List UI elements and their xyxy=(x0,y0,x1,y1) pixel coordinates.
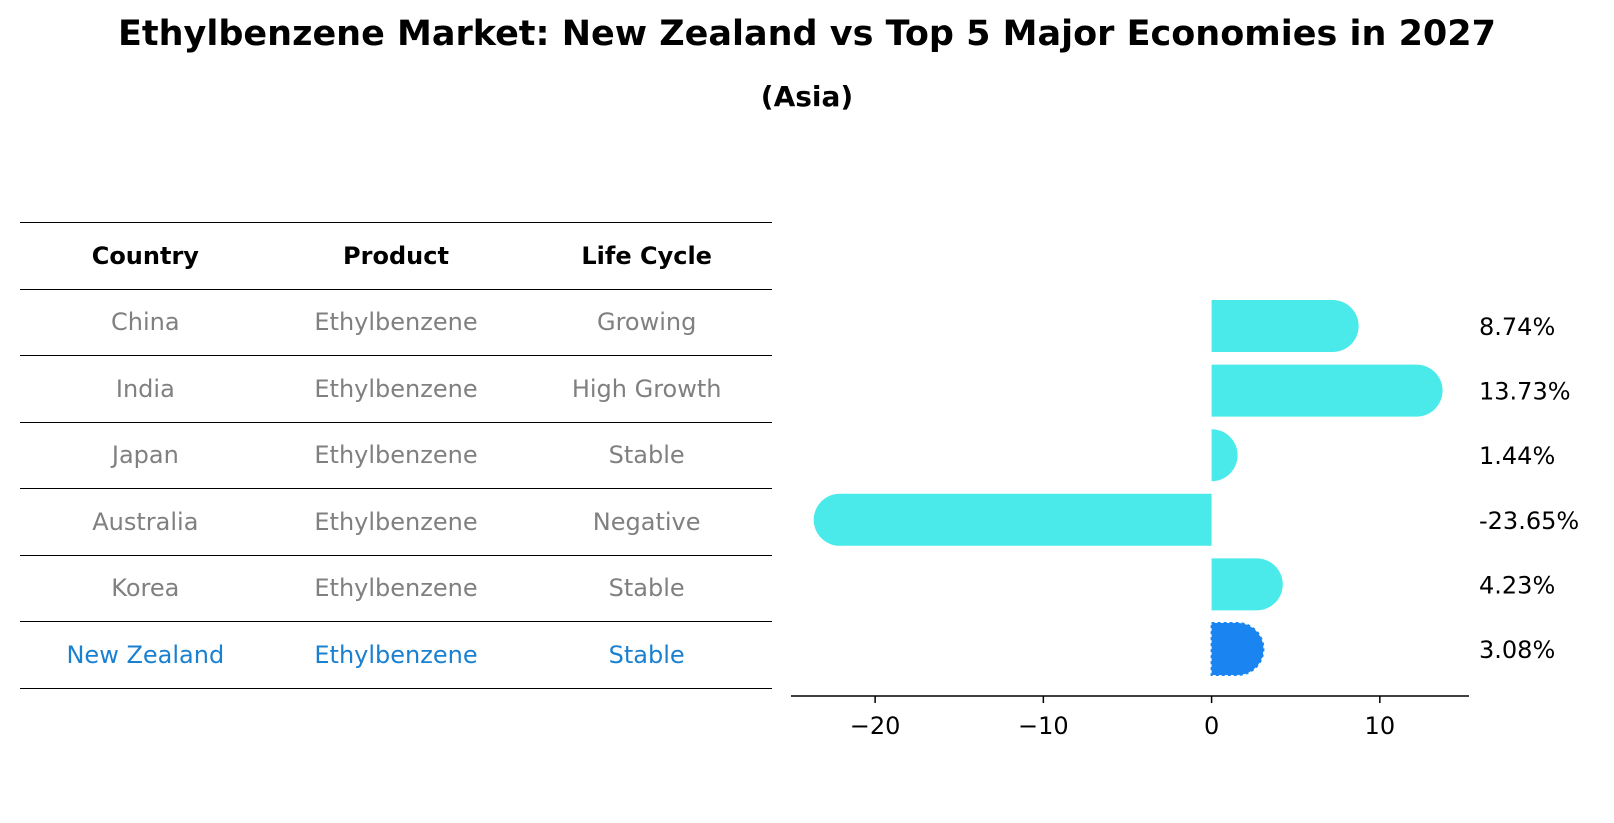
table-row: Australia Ethylbenzene Negative xyxy=(20,488,772,556)
header-life-cycle: Life Cycle xyxy=(521,222,772,290)
bar xyxy=(1211,364,1443,417)
cell-product: Ethylbenzene xyxy=(270,621,522,689)
cell-country: Korea xyxy=(20,555,271,622)
bar-value-label: 8.74% xyxy=(1479,313,1555,341)
cell-country: Australia xyxy=(20,488,271,556)
bar-highlight xyxy=(1210,622,1265,676)
table-header-row: Country Product Life Cycle xyxy=(20,222,772,290)
bar-value-label: 3.08% xyxy=(1479,636,1555,664)
bar xyxy=(813,493,1212,546)
cell-product: Ethylbenzene xyxy=(270,289,522,356)
table-row-highlight: New Zealand Ethylbenzene Stable xyxy=(20,621,772,689)
bar xyxy=(1211,300,1359,352)
cell-country: Japan xyxy=(20,422,271,489)
cell-life-cycle: Stable xyxy=(521,621,772,689)
chart-title: Ethylbenzene Market: New Zealand vs Top … xyxy=(118,14,1496,54)
cell-product: Ethylbenzene xyxy=(270,488,522,556)
bar xyxy=(1211,429,1238,482)
table-row: China Ethylbenzene Growing xyxy=(20,289,772,356)
market-table: Country Product Life Cycle China Ethylbe… xyxy=(20,222,772,689)
cell-product: Ethylbenzene xyxy=(270,555,522,622)
cell-country: China xyxy=(20,289,271,356)
cell-product: Ethylbenzene xyxy=(270,422,522,489)
bar-value-label: 1.44% xyxy=(1479,442,1555,470)
x-tick-label: −20 xyxy=(850,712,901,740)
x-tick-label: 10 xyxy=(1365,712,1396,740)
cell-country: New Zealand xyxy=(20,621,271,689)
market-table-container: Country Product Life Cycle China Ethylbe… xyxy=(20,222,772,689)
x-tick-label: −10 xyxy=(1018,712,1069,740)
table-row: Korea Ethylbenzene Stable xyxy=(20,555,772,622)
cell-life-cycle: Growing xyxy=(521,289,772,356)
table-row: Japan Ethylbenzene Stable xyxy=(20,422,772,489)
cell-life-cycle: High Growth xyxy=(521,355,772,423)
chart-subtitle: (Asia) xyxy=(760,80,854,113)
cell-life-cycle: Negative xyxy=(521,488,772,556)
cell-life-cycle: Stable xyxy=(521,555,772,622)
header-country: Country xyxy=(20,222,271,290)
bar-value-label: 13.73% xyxy=(1479,378,1571,406)
bar xyxy=(1211,558,1283,611)
bar-value-label: 4.23% xyxy=(1479,571,1555,599)
table-row: India Ethylbenzene High Growth xyxy=(20,355,772,423)
cell-life-cycle: Stable xyxy=(521,422,772,489)
cell-product: Ethylbenzene xyxy=(270,355,522,423)
header-product: Product xyxy=(270,222,522,290)
bar-value-label: -23.65% xyxy=(1479,507,1579,535)
x-tick-label: 0 xyxy=(1204,712,1219,740)
cell-country: India xyxy=(20,355,271,423)
